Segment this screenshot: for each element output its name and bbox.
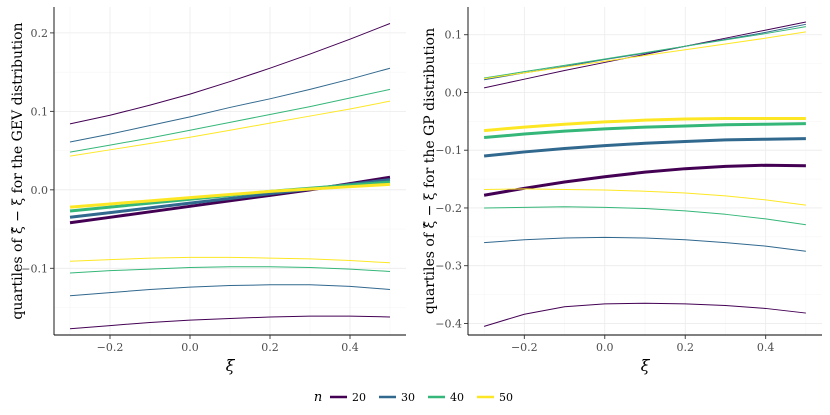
gev-series	[69, 23, 391, 330]
gev-line-n50-lower	[69, 256, 391, 264]
gev-line-n40-lower	[69, 266, 391, 274]
gp-y-tick-label: −0.2	[435, 202, 462, 215]
gev-y-tick-label: 0.0	[31, 184, 49, 197]
legend-label-n40: 40	[450, 391, 464, 404]
gev-line-n50-upper	[69, 100, 391, 157]
gp-y-tick-label: 0.1	[445, 29, 463, 42]
gev-x-tick-label: 0.4	[341, 341, 359, 354]
legend-label-n20: 20	[352, 391, 366, 404]
gp-line-n50-lower	[484, 188, 806, 206]
gev-line-n20-lower	[69, 315, 391, 330]
gp-gridlines	[468, 7, 822, 335]
gp-y-tick-label: −0.4	[435, 317, 462, 330]
gp-line-n40-upper	[484, 26, 806, 79]
gev-line-n30-upper	[69, 67, 391, 143]
gp-line-n30-median	[483, 137, 806, 158]
gev-y-tick-label: 0.2	[31, 27, 49, 40]
gp-line-n40-lower	[484, 206, 806, 226]
gp-line-n50-upper	[484, 31, 806, 80]
gev-line-n20-upper	[69, 23, 391, 125]
gev-line-n50-median	[69, 182, 391, 209]
gev-x-tick-label: 0.0	[181, 341, 199, 354]
gp-line-n30-lower	[484, 236, 806, 252]
gev-y-tick-label: −0.1	[21, 262, 48, 275]
gp-y-tick-label: −0.3	[435, 260, 462, 273]
gev-x-tick-label: 0.2	[261, 341, 279, 354]
gev-line-n30-lower	[69, 284, 391, 297]
gp-line-n50-median	[483, 116, 806, 133]
gp-line-n20-median	[483, 163, 806, 197]
gp-series	[483, 21, 807, 327]
gev-gridlines	[54, 7, 406, 335]
gp-y-axis-title: quartiles of ξ̂ − ξ for the GP distribut…	[422, 28, 438, 314]
gev-panel: −0.2 0.0 0.2 0.4 −0.1 0.0 0.1 0.2 ξ quartiles of …	[10, 7, 406, 375]
legend-label-n30: 30	[401, 391, 415, 404]
gev-x-axis-title: ξ	[226, 356, 236, 375]
gp-y-tick-label: −0.1	[435, 144, 462, 157]
gp-x-tick-label: 0.4	[757, 341, 775, 354]
gev-x-tick-label: −0.2	[97, 341, 124, 354]
gev-line-n40-upper	[69, 88, 391, 153]
gp-line-n40-median	[483, 122, 806, 140]
gev-y-axis-title: quartiles of ξ̂ − ξ for the GEV distribu…	[10, 22, 26, 319]
legend: n 20 30 40 50	[314, 390, 513, 405]
gp-x-tick-label: 0.0	[596, 341, 614, 354]
gp-y-tick-label: 0.0	[445, 86, 463, 99]
gp-x-tick-label: −0.2	[511, 341, 538, 354]
legend-label-n50: 50	[499, 391, 513, 404]
gp-x-axis-title: ξ	[641, 356, 651, 375]
gp-line-n20-lower	[483, 302, 806, 327]
legend-title: n	[314, 390, 322, 405]
gp-panel: −0.2 0.0 0.2 0.4 −0.4 −0.3 −0.2 −0.1 0.0 0.1 ξ quar…	[422, 7, 822, 375]
gev-y-tick-label: 0.1	[31, 105, 49, 118]
gp-x-tick-label: 0.2	[676, 341, 694, 354]
gp-line-n20-upper	[483, 21, 807, 89]
